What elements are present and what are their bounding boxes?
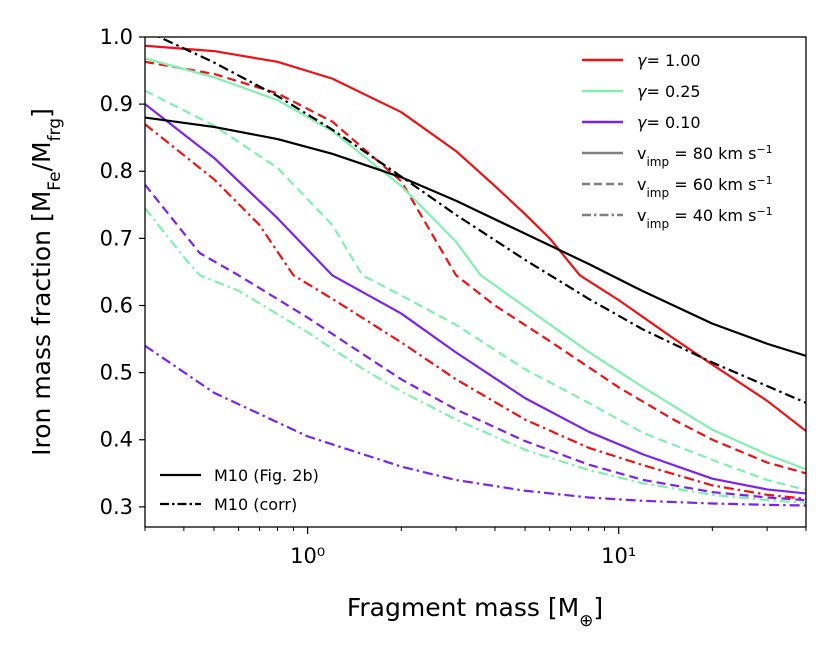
legend-label: vimp = 60 km s−1: [637, 174, 773, 201]
y-tick-label: 0.5: [100, 361, 133, 385]
y-tick-label: 0.8: [100, 159, 133, 183]
series-layer: [145, 37, 806, 507]
axis-labels: Fragment mass [M⊕] Iron mass fraction [M…: [27, 108, 603, 631]
legend-label: vimp = 80 km s−1: [637, 143, 773, 170]
legend-label: γ= 0.25: [637, 82, 701, 101]
series-line: [145, 60, 806, 475]
series-line: [145, 123, 806, 500]
series-line: [145, 89, 806, 492]
series-line: [145, 57, 806, 471]
series-line: [145, 116, 806, 357]
legend-label: γ= 1.00: [637, 51, 701, 70]
y-tick-label: 0.7: [100, 226, 133, 250]
y-tick-label: 0.9: [100, 92, 133, 116]
legend-bottom-left: M10 (Fig. 2b) M10 (corr): [160, 466, 319, 514]
y-tick-label: 0.3: [100, 495, 133, 519]
legend-label: γ= 0.10: [637, 113, 701, 132]
legend-top-right: γ= 1.00 γ= 0.25 γ= 0.10 vimp = 80 km s−1 vim…: [582, 51, 773, 231]
y-tick-label: 1.0: [100, 25, 133, 49]
legend-label: M10 (corr): [214, 495, 297, 514]
legend-label: vimp = 40 km s−1: [637, 205, 773, 232]
series-line: [145, 344, 806, 507]
y-axis-label: Iron mass fraction [MFe/Mfrg]: [27, 108, 65, 456]
x-tick-label: 10¹: [601, 544, 636, 568]
series-line: [156, 37, 806, 404]
legend-label: M10 (Fig. 2b): [214, 466, 319, 485]
x-tick-label: 10⁰: [290, 544, 325, 568]
y-tick-label: 0.4: [100, 428, 133, 452]
series-line: [145, 103, 806, 495]
plot-frame: [144, 36, 807, 528]
y-tick-label: 0.6: [100, 293, 133, 317]
x-axis-label: Fragment mass [M⊕]: [347, 593, 603, 631]
series-line: [145, 207, 806, 504]
series-line: [145, 183, 806, 502]
axis-ticks: 0.3 0.4 0.5 0.6 0.7 0.8 0.9 1.0 10⁰ 10¹: [100, 25, 807, 568]
